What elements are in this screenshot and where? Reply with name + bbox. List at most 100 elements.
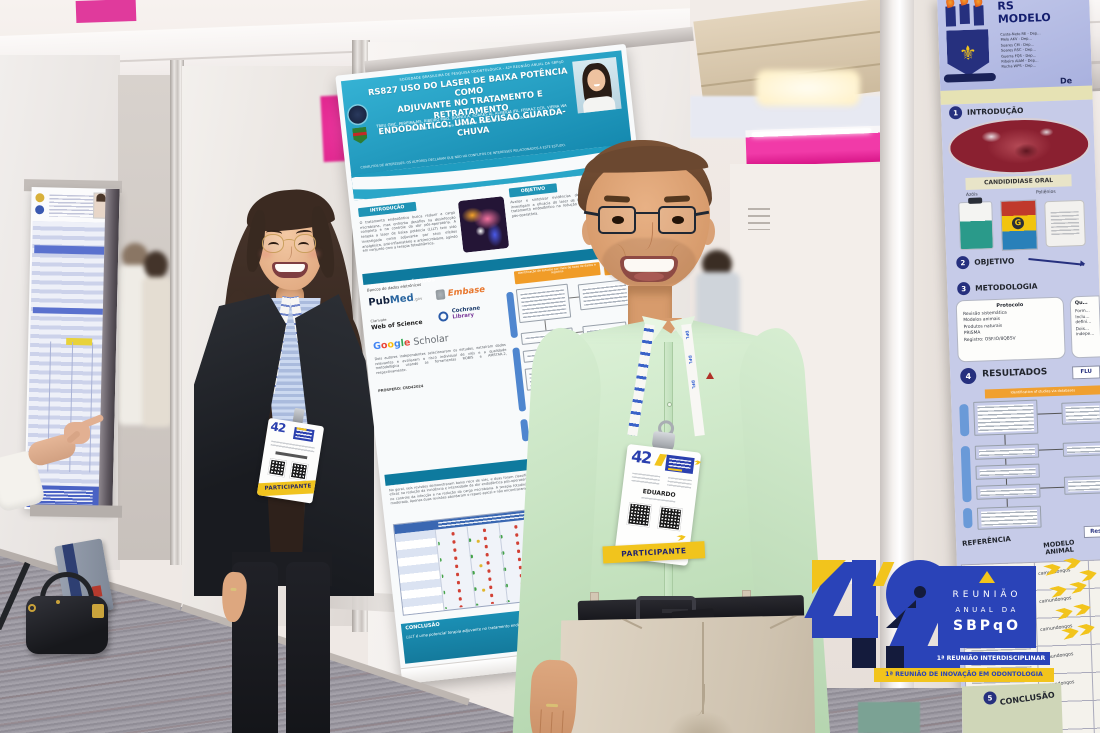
badge-date-lines — [667, 476, 692, 489]
flow-box — [974, 443, 1040, 460]
badge-qr-code — [268, 458, 287, 477]
rp-flow — [959, 397, 1100, 532]
background-person-hair — [122, 243, 148, 269]
man-eye-right — [672, 216, 684, 224]
man-glasses-lens-left — [598, 206, 636, 234]
badge-mini-box — [292, 426, 315, 442]
chevron-icon — [1073, 602, 1092, 616]
jar-label-lines — [1050, 211, 1080, 237]
man-hand-left — [527, 658, 579, 733]
quality-item: Dois… indepe… — [1075, 325, 1095, 336]
conclusao-label: CONCLUSÃO — [405, 621, 441, 632]
flow-box — [975, 463, 1040, 480]
medicine-jar — [1044, 199, 1086, 248]
flow-arrow — [1038, 448, 1063, 451]
woman-glasses-bridge — [283, 239, 295, 244]
left-poster-title-lines — [49, 194, 94, 218]
right-poster-title: RS MODELO — [997, 0, 1051, 26]
handbag-handle — [40, 572, 94, 604]
woman-teeth — [275, 264, 305, 272]
badge-mini-box — [664, 454, 695, 474]
chevron-icon — [1079, 568, 1098, 582]
photo-hair — [96, 193, 106, 202]
pubmed-med: Med — [389, 292, 415, 307]
watermark-blue-box: REUNIÃO ANUAL DA SBPqO — [938, 566, 1036, 648]
handbag-clasp-gold — [92, 604, 104, 618]
right-title-line2: MODELO — [997, 10, 1051, 26]
badge-qr-code — [627, 502, 652, 528]
flow-arrow — [1005, 478, 1008, 485]
table-header-bar — [34, 245, 105, 255]
handbag — [0, 561, 108, 654]
woman-pants-leg-right — [286, 562, 330, 733]
man-pants — [556, 615, 818, 733]
medicine-box: G — [1000, 199, 1038, 251]
flow-arrow — [1006, 498, 1008, 507]
handbag-stud-gold — [56, 600, 60, 604]
chevron-icon — [1069, 580, 1088, 594]
chevron-icon — [694, 460, 701, 465]
badge-qr-code — [289, 462, 309, 481]
author-photo — [572, 56, 622, 114]
ring — [545, 703, 559, 708]
flow-rail — [960, 446, 972, 503]
flow-box — [1063, 475, 1100, 495]
aluminum-post — [170, 60, 184, 565]
badge-42-logo: 42 — [269, 419, 287, 436]
section-2-label: OBJETIVO — [974, 256, 1015, 267]
pants-shadow — [666, 710, 736, 733]
shield-band — [353, 132, 367, 137]
finger-gap — [539, 709, 542, 733]
chevron-icon — [1077, 622, 1096, 636]
library-word: Library — [452, 312, 475, 321]
university-logo — [347, 104, 368, 125]
quality-box: Qu… Form… Inclu… defini… Dois… indepe… — [1069, 295, 1100, 359]
shield-logo — [352, 127, 368, 144]
woman-eye-left — [268, 242, 279, 249]
background-person-body — [142, 277, 172, 427]
woman-blush-left — [260, 250, 272, 258]
pants-fly-curve — [690, 684, 705, 716]
man-smile — [620, 256, 678, 282]
prospero-line: PROSPERO: CRD42024 — [377, 384, 424, 394]
light-tube — [751, 127, 872, 138]
woman-smile — [272, 262, 308, 278]
lanyard-brand: DFL — [687, 355, 694, 365]
wm-bar-inovacao: 1ª REUNIÃO DE INOVAÇÃO EM ODONTOLOGIA — [874, 668, 1054, 682]
chevron-icon — [676, 534, 686, 541]
shirt-brand-logo — [706, 372, 714, 379]
event-watermark: REUNIÃO ANUAL DA SBPqO 1ª REUNIÃO INTERD… — [804, 556, 1100, 702]
torch-icon — [959, 0, 970, 25]
badge-date-lines — [631, 472, 661, 485]
badge-role-band: PARTICIPANTE — [602, 541, 706, 564]
wm-bar-interdisciplinar: 1ª REUNIÃO INTERDISCIPLINAR — [932, 652, 1050, 665]
flame — [945, 0, 956, 9]
highlight-chip — [66, 337, 93, 346]
finger-gap — [561, 710, 564, 733]
wm-reuniao: REUNIÃO — [952, 590, 1022, 600]
flow-box — [976, 505, 1042, 530]
lanyard-brand: DFL — [684, 330, 691, 340]
pubmed-gov: .gov — [413, 295, 423, 302]
shirt-button — [667, 402, 672, 407]
university-crest: ⚜ — [946, 29, 990, 76]
pants-fly-seam — [702, 622, 704, 714]
mini-box-lines — [295, 429, 313, 440]
badge-card: 42 EDUARDO PARTICIPANTE — [602, 443, 706, 567]
man-fringe — [583, 143, 709, 175]
protocolo-box: Protocolo Revisão sistemática Modelos an… — [955, 296, 1066, 363]
chevron-icon — [1061, 626, 1080, 640]
torch-icon — [945, 0, 957, 27]
flow-arrow — [1040, 486, 1065, 489]
four-dark-block — [852, 638, 876, 668]
flow-arrow — [1037, 412, 1062, 415]
gap-between-panels — [118, 75, 174, 560]
cochrane-swirl-icon — [437, 310, 449, 322]
flow-box — [1062, 441, 1100, 457]
two-hole — [914, 586, 926, 598]
wm-anual-da: ANUAL DA — [955, 606, 1019, 614]
flow-rail — [962, 507, 973, 529]
arrow-head — [1079, 260, 1086, 268]
elsevier-glyph-icon — [435, 289, 446, 301]
